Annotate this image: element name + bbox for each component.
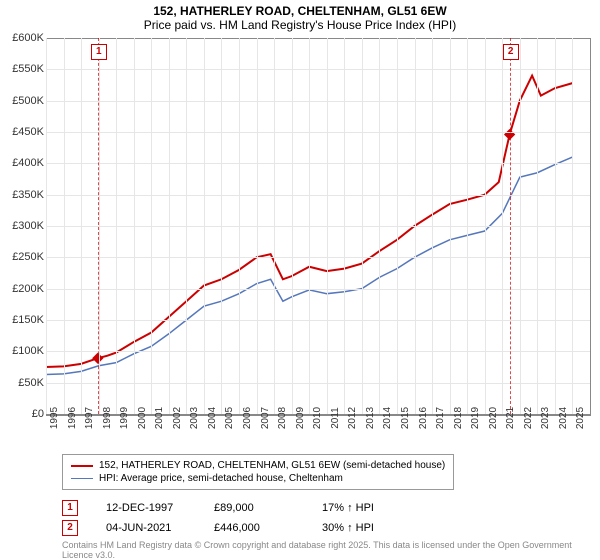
x-tick-label: 1996 bbox=[67, 407, 78, 429]
transaction-price: £446,000 bbox=[214, 522, 294, 534]
sale-marker-line bbox=[98, 38, 99, 414]
y-tick-label: £50K bbox=[18, 377, 44, 389]
x-tick-label: 2006 bbox=[242, 407, 253, 429]
sale-marker-line bbox=[510, 38, 511, 414]
transaction-row: 2 04-JUN-2021 £446,000 30% ↑ HPI bbox=[62, 518, 402, 538]
transaction-date: 12-DEC-1997 bbox=[106, 502, 186, 514]
x-tick-label: 1999 bbox=[119, 407, 130, 429]
x-tick-label: 2003 bbox=[189, 407, 200, 429]
x-tick-label: 2009 bbox=[295, 407, 306, 429]
transaction-delta: 30% ↑ HPI bbox=[322, 522, 402, 534]
x-tick-label: 2011 bbox=[330, 407, 341, 429]
legend-item: 152, HATHERLEY ROAD, CHELTENHAM, GL51 6E… bbox=[71, 459, 445, 472]
x-tick-label: 2019 bbox=[470, 407, 481, 429]
x-tick-label: 2005 bbox=[224, 407, 235, 429]
sale-marker-label: 1 bbox=[91, 44, 107, 60]
x-tick-label: 2007 bbox=[260, 407, 271, 429]
x-tick-label: 2013 bbox=[365, 407, 376, 429]
x-tick-label: 2008 bbox=[277, 407, 288, 429]
x-tick-label: 2016 bbox=[418, 407, 429, 429]
y-tick-label: £450K bbox=[12, 126, 44, 138]
x-tick-label: 2017 bbox=[435, 407, 446, 429]
x-tick-label: 2012 bbox=[347, 407, 358, 429]
x-tick-label: 2000 bbox=[137, 407, 148, 429]
legend: 152, HATHERLEY ROAD, CHELTENHAM, GL51 6E… bbox=[62, 454, 454, 490]
x-tick-label: 2010 bbox=[312, 407, 323, 429]
transaction-marker: 1 bbox=[62, 500, 78, 516]
transaction-date: 04-JUN-2021 bbox=[106, 522, 186, 534]
x-tick-label: 1998 bbox=[102, 407, 113, 429]
x-tick-label: 2025 bbox=[575, 407, 586, 429]
x-tick-label: 2018 bbox=[453, 407, 464, 429]
y-tick-label: £200K bbox=[12, 283, 44, 295]
transaction-delta: 17% ↑ HPI bbox=[322, 502, 402, 514]
x-tick-label: 2015 bbox=[400, 407, 411, 429]
transaction-row: 1 12-DEC-1997 £89,000 17% ↑ HPI bbox=[62, 498, 402, 518]
x-tick-label: 2002 bbox=[172, 407, 183, 429]
y-tick-label: £600K bbox=[12, 32, 44, 44]
x-tick-label: 1995 bbox=[49, 407, 60, 429]
x-tick-label: 2014 bbox=[382, 407, 393, 429]
y-tick-label: £350K bbox=[12, 189, 44, 201]
x-tick-label: 2020 bbox=[488, 407, 499, 429]
y-tick-label: £250K bbox=[12, 251, 44, 263]
x-tick-label: 2004 bbox=[207, 407, 218, 429]
y-tick-label: £300K bbox=[12, 220, 44, 232]
y-tick-label: £150K bbox=[12, 314, 44, 326]
transaction-price: £89,000 bbox=[214, 502, 294, 514]
transactions-table: 1 12-DEC-1997 £89,000 17% ↑ HPI 2 04-JUN… bbox=[62, 498, 402, 538]
x-tick-label: 2023 bbox=[540, 407, 551, 429]
x-tick-label: 2021 bbox=[505, 407, 516, 429]
y-tick-label: £0 bbox=[32, 408, 44, 420]
legend-item: HPI: Average price, semi-detached house,… bbox=[71, 472, 445, 485]
chart-container: { "title_line1": "152, HATHERLEY ROAD, C… bbox=[0, 0, 600, 560]
sale-marker-label: 2 bbox=[503, 44, 519, 60]
footer-attribution: Contains HM Land Registry data © Crown c… bbox=[62, 540, 600, 560]
y-tick-label: £550K bbox=[12, 63, 44, 75]
x-tick-label: 2024 bbox=[558, 407, 569, 429]
y-tick-label: £500K bbox=[12, 95, 44, 107]
legend-label: 152, HATHERLEY ROAD, CHELTENHAM, GL51 6E… bbox=[99, 460, 445, 471]
x-tick-label: 1997 bbox=[84, 407, 95, 429]
y-tick-label: £400K bbox=[12, 157, 44, 169]
x-tick-label: 2001 bbox=[154, 407, 165, 429]
x-tick-label: 2022 bbox=[523, 407, 534, 429]
y-tick-label: £100K bbox=[12, 345, 44, 357]
transaction-marker: 2 bbox=[62, 520, 78, 536]
legend-label: HPI: Average price, semi-detached house,… bbox=[99, 473, 343, 484]
